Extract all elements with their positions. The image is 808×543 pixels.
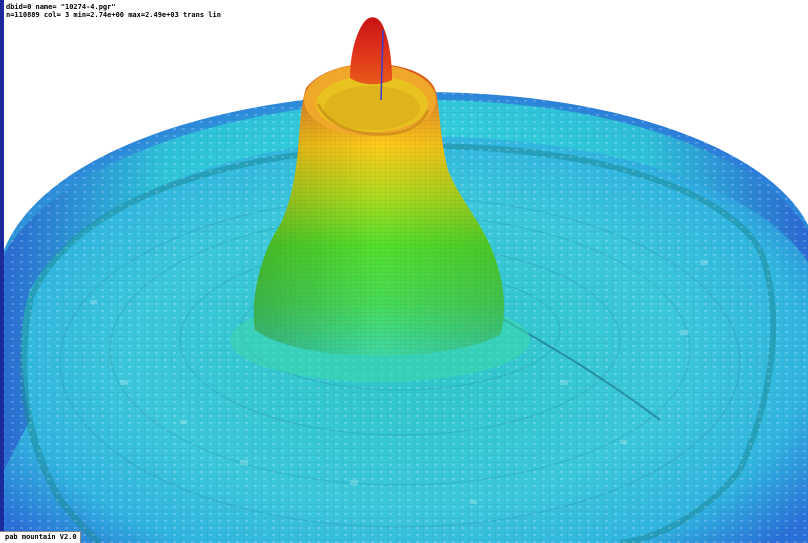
dataset-stats-line: n=110889 col= 3 min=2.74e+00 max=2.49e+0… — [6, 11, 221, 19]
peak-marker — [380, 29, 384, 101]
dataset-info-line: dbid=0 name= "10274-4.pgr" — [6, 3, 116, 11]
app-version-label: pab mountain V2.0 — [0, 531, 81, 543]
central-peak — [350, 17, 392, 85]
window-left-border — [0, 0, 4, 543]
